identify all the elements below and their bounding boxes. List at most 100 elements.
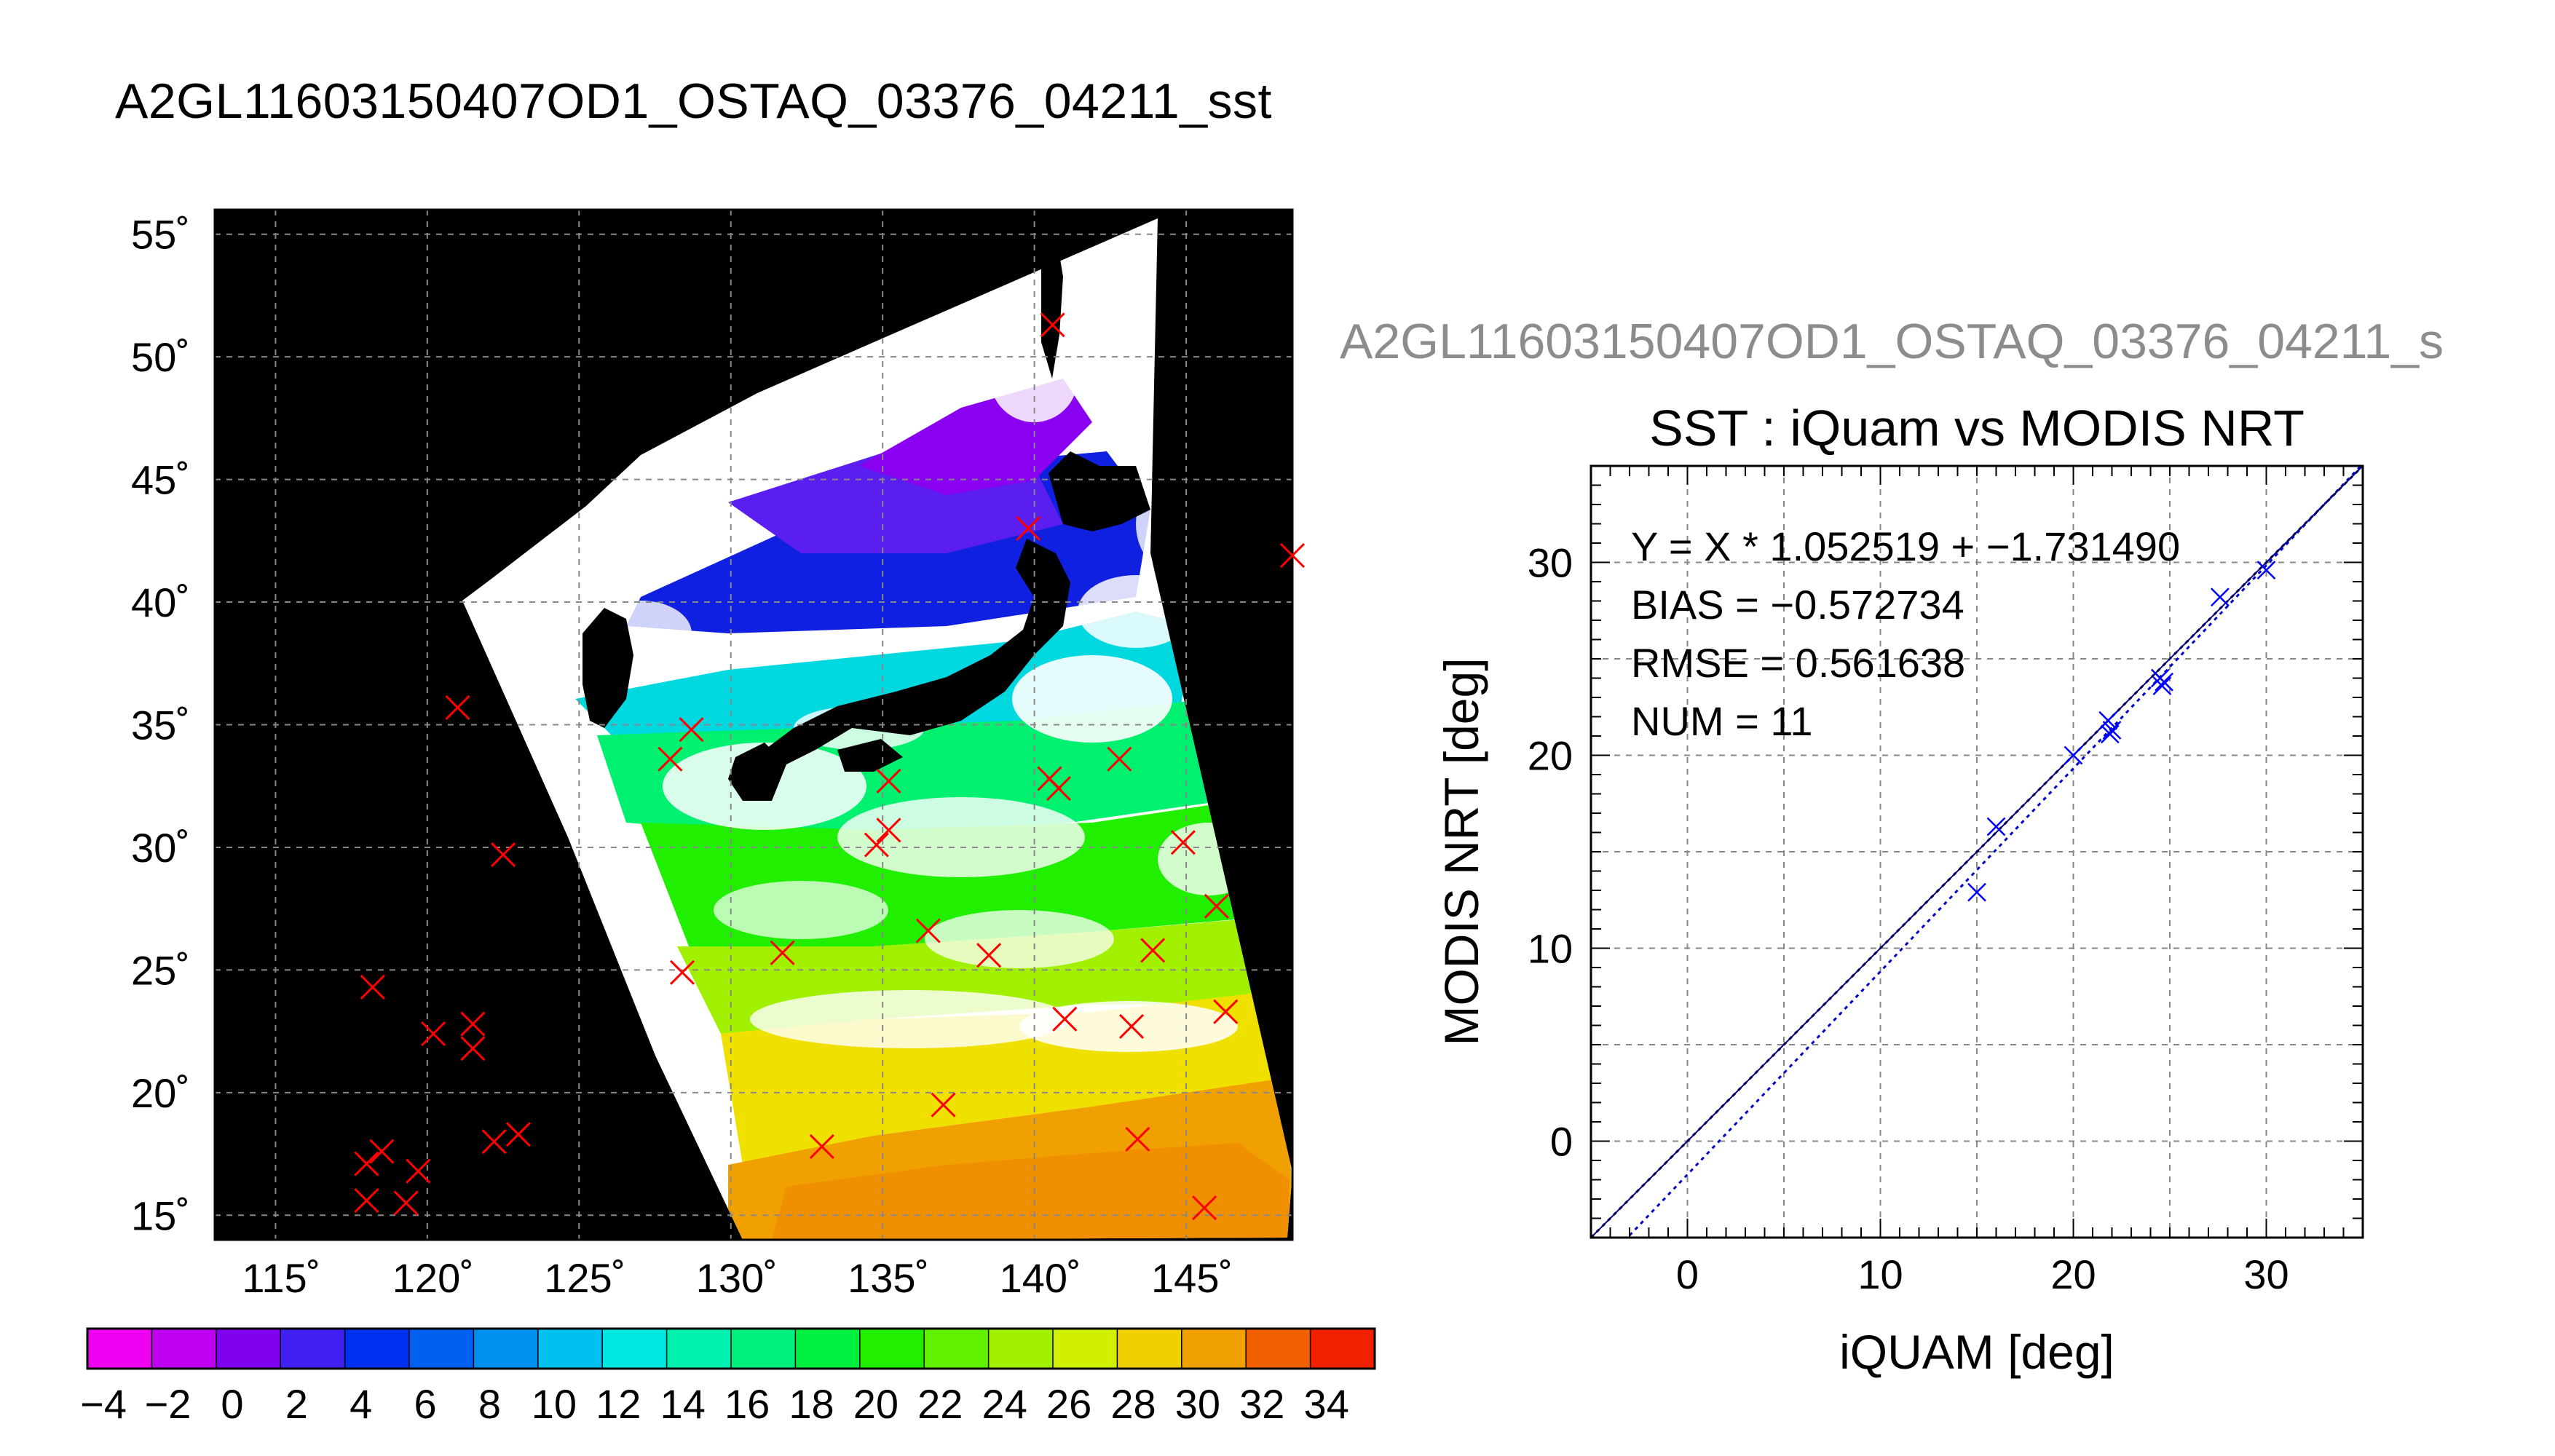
scatter-frame [1590,464,2364,1239]
colorbar-segment [1053,1329,1118,1369]
colorbar-tick-label: 22 [917,1381,963,1427]
lat-tick-label: 55˚ [131,212,190,258]
scatter-point [2211,587,2230,607]
scatter-point [2155,672,2173,692]
latitude-ticks: 55˚ 50˚ 45˚ 40˚ 35˚ 30˚ 25˚ 20˚ 15˚ [131,212,190,1239]
colorbar-frame [86,1327,1376,1370]
scatter-points [1967,561,2276,902]
scatter-point [1986,817,2006,836]
land-hokkaido [1049,451,1150,531]
matchup-marker [915,918,941,943]
scatter-y-label: MODIS NRT [deg] [1434,657,1488,1045]
matchup-marker [976,943,1002,968]
colorbar-tick-label: −2 [145,1381,191,1427]
matchup-marker [1118,1013,1145,1039]
scatter-y-tick-label: 0 [1550,1119,1573,1165]
stat-num: NUM = 11 [1631,698,1812,744]
colorbar-tick-label: 6 [414,1381,437,1427]
scatter-point [2102,721,2122,740]
matchup-marker [1040,312,1065,338]
scatter-x-tick-label: 20 [2050,1251,2096,1297]
lat-tick-label: 40˚ [131,579,190,625]
colorbar-tick-label: 34 [1304,1381,1349,1427]
matchup-marker [1016,515,1041,542]
colorbar-segment [795,1329,861,1369]
colorbar-segment [1246,1329,1311,1369]
matchup-marker [864,832,889,858]
matchup-marker [1170,830,1196,855]
colorbar-segment [87,1329,152,1369]
colorbar-tick-label: 28 [1110,1381,1156,1427]
colorbar-tick-label: 12 [596,1381,641,1427]
colorbar-tick-label: 8 [478,1381,501,1427]
map-title: A2GL11603150407OD1_OSTAQ_03376_04211_sst [115,74,1272,129]
scatter-header: A2GL11603150407OD1_OSTAQ_03376_04211_s [1340,314,2444,369]
matchup-marker [657,746,683,772]
lat-tick-label: 45˚ [131,457,190,503]
scatter-point [2152,676,2172,695]
colorbar-tick-label: 4 [350,1381,372,1427]
matchup-marker [669,960,695,985]
matchup-markers [354,312,1306,1221]
matchup-marker [1140,938,1166,963]
colorbar-segment [1181,1329,1247,1369]
matchup-marker [1279,542,1306,569]
lat-tick-label: 30˚ [131,825,190,871]
matchup-marker [505,1122,531,1147]
matchup-marker [460,1011,486,1037]
matchup-marker [460,1036,486,1061]
colorbar-segment [924,1329,990,1369]
colorbar-tick-label: 26 [1046,1381,1091,1427]
lon-tick-label: 125˚ [544,1255,625,1301]
matchup-marker [1204,893,1229,919]
colorbar-segment [537,1329,603,1369]
reference-line [1591,466,2363,1238]
land-korea [583,608,633,728]
scatter-x-tick-label: 0 [1676,1251,1699,1297]
land-sakhalin [1041,233,1063,379]
matchup-marker [1192,1195,1217,1221]
lat-tick-label: 25˚ [131,947,190,993]
matchup-marker [481,1129,507,1155]
scatter-x-tick-label: 30 [2243,1251,2289,1297]
colorbar-segment [666,1329,732,1369]
matchup-marker [445,695,470,720]
matchup-marker [1125,1126,1150,1152]
scatter-x-tick-label: 10 [1857,1251,1903,1297]
matchup-marker [931,1092,956,1117]
lat-tick-label: 20˚ [131,1070,190,1116]
scatter-y-ticks: 0 10 20 30 [1528,540,1573,1165]
colorbar-segment [216,1329,281,1369]
matchup-marker [354,1188,379,1214]
colorbar-tick-label: −4 [80,1381,127,1427]
scatter-x-label: iQUAM [deg] [1839,1325,2114,1379]
map-frame [213,208,1294,1241]
colorbar-tick-label: 30 [1175,1381,1220,1427]
lon-tick-label: 140˚ [1000,1255,1081,1301]
colorbar-tick-label: 32 [1239,1381,1284,1427]
matchup-marker [809,1133,834,1160]
scatter-y-tick-label: 10 [1528,926,1573,972]
lon-tick-label: 135˚ [848,1255,929,1301]
matchup-marker [876,818,901,843]
scatter-title: SST : iQuam vs MODIS NRT [1649,400,2305,456]
scatter-y-tick-label: 20 [1528,733,1573,779]
scatter-point [1967,882,1986,902]
scatter-y-tick-label: 30 [1528,540,1573,586]
colorbar-segment [988,1329,1054,1369]
scatter-point [2100,724,2120,744]
matchup-marker [679,717,704,743]
colorbar-segment [151,1329,217,1369]
matchup-marker [393,1190,419,1216]
scatter-minor-ticks [1590,465,2364,1238]
longitude-ticks: 115˚ 120˚ 125˚ 130˚ 135˚ 140˚ 145˚ [242,1255,1233,1301]
scatter-reference-lines [1591,466,2363,1238]
sst-colorbar: −4 −2 0 2 4 6 8 10 12 14 16 18 20 22 24 26 28 30 32 34 [80,1327,1376,1427]
colorbar-segment [409,1329,474,1369]
matchup-marker [421,1021,446,1047]
land-honshu [765,539,1070,764]
lon-tick-label: 120˚ [392,1255,474,1301]
matchup-marker [406,1158,431,1184]
stat-equation: Y = X * 1.052519 + −1.731490 [1631,523,2180,569]
